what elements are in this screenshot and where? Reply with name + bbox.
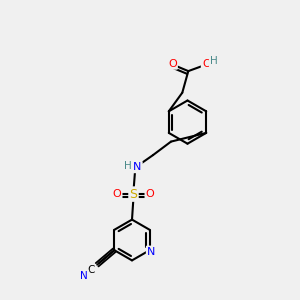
- Text: O: O: [202, 58, 211, 69]
- Text: O: O: [168, 58, 177, 69]
- Text: H: H: [210, 56, 218, 67]
- Text: C: C: [88, 265, 95, 275]
- Text: O: O: [146, 189, 154, 199]
- Text: N: N: [133, 162, 142, 172]
- Text: N: N: [147, 247, 155, 257]
- Text: H: H: [124, 161, 131, 171]
- Text: O: O: [112, 189, 122, 199]
- Text: N: N: [80, 271, 88, 281]
- Text: S: S: [130, 188, 137, 201]
